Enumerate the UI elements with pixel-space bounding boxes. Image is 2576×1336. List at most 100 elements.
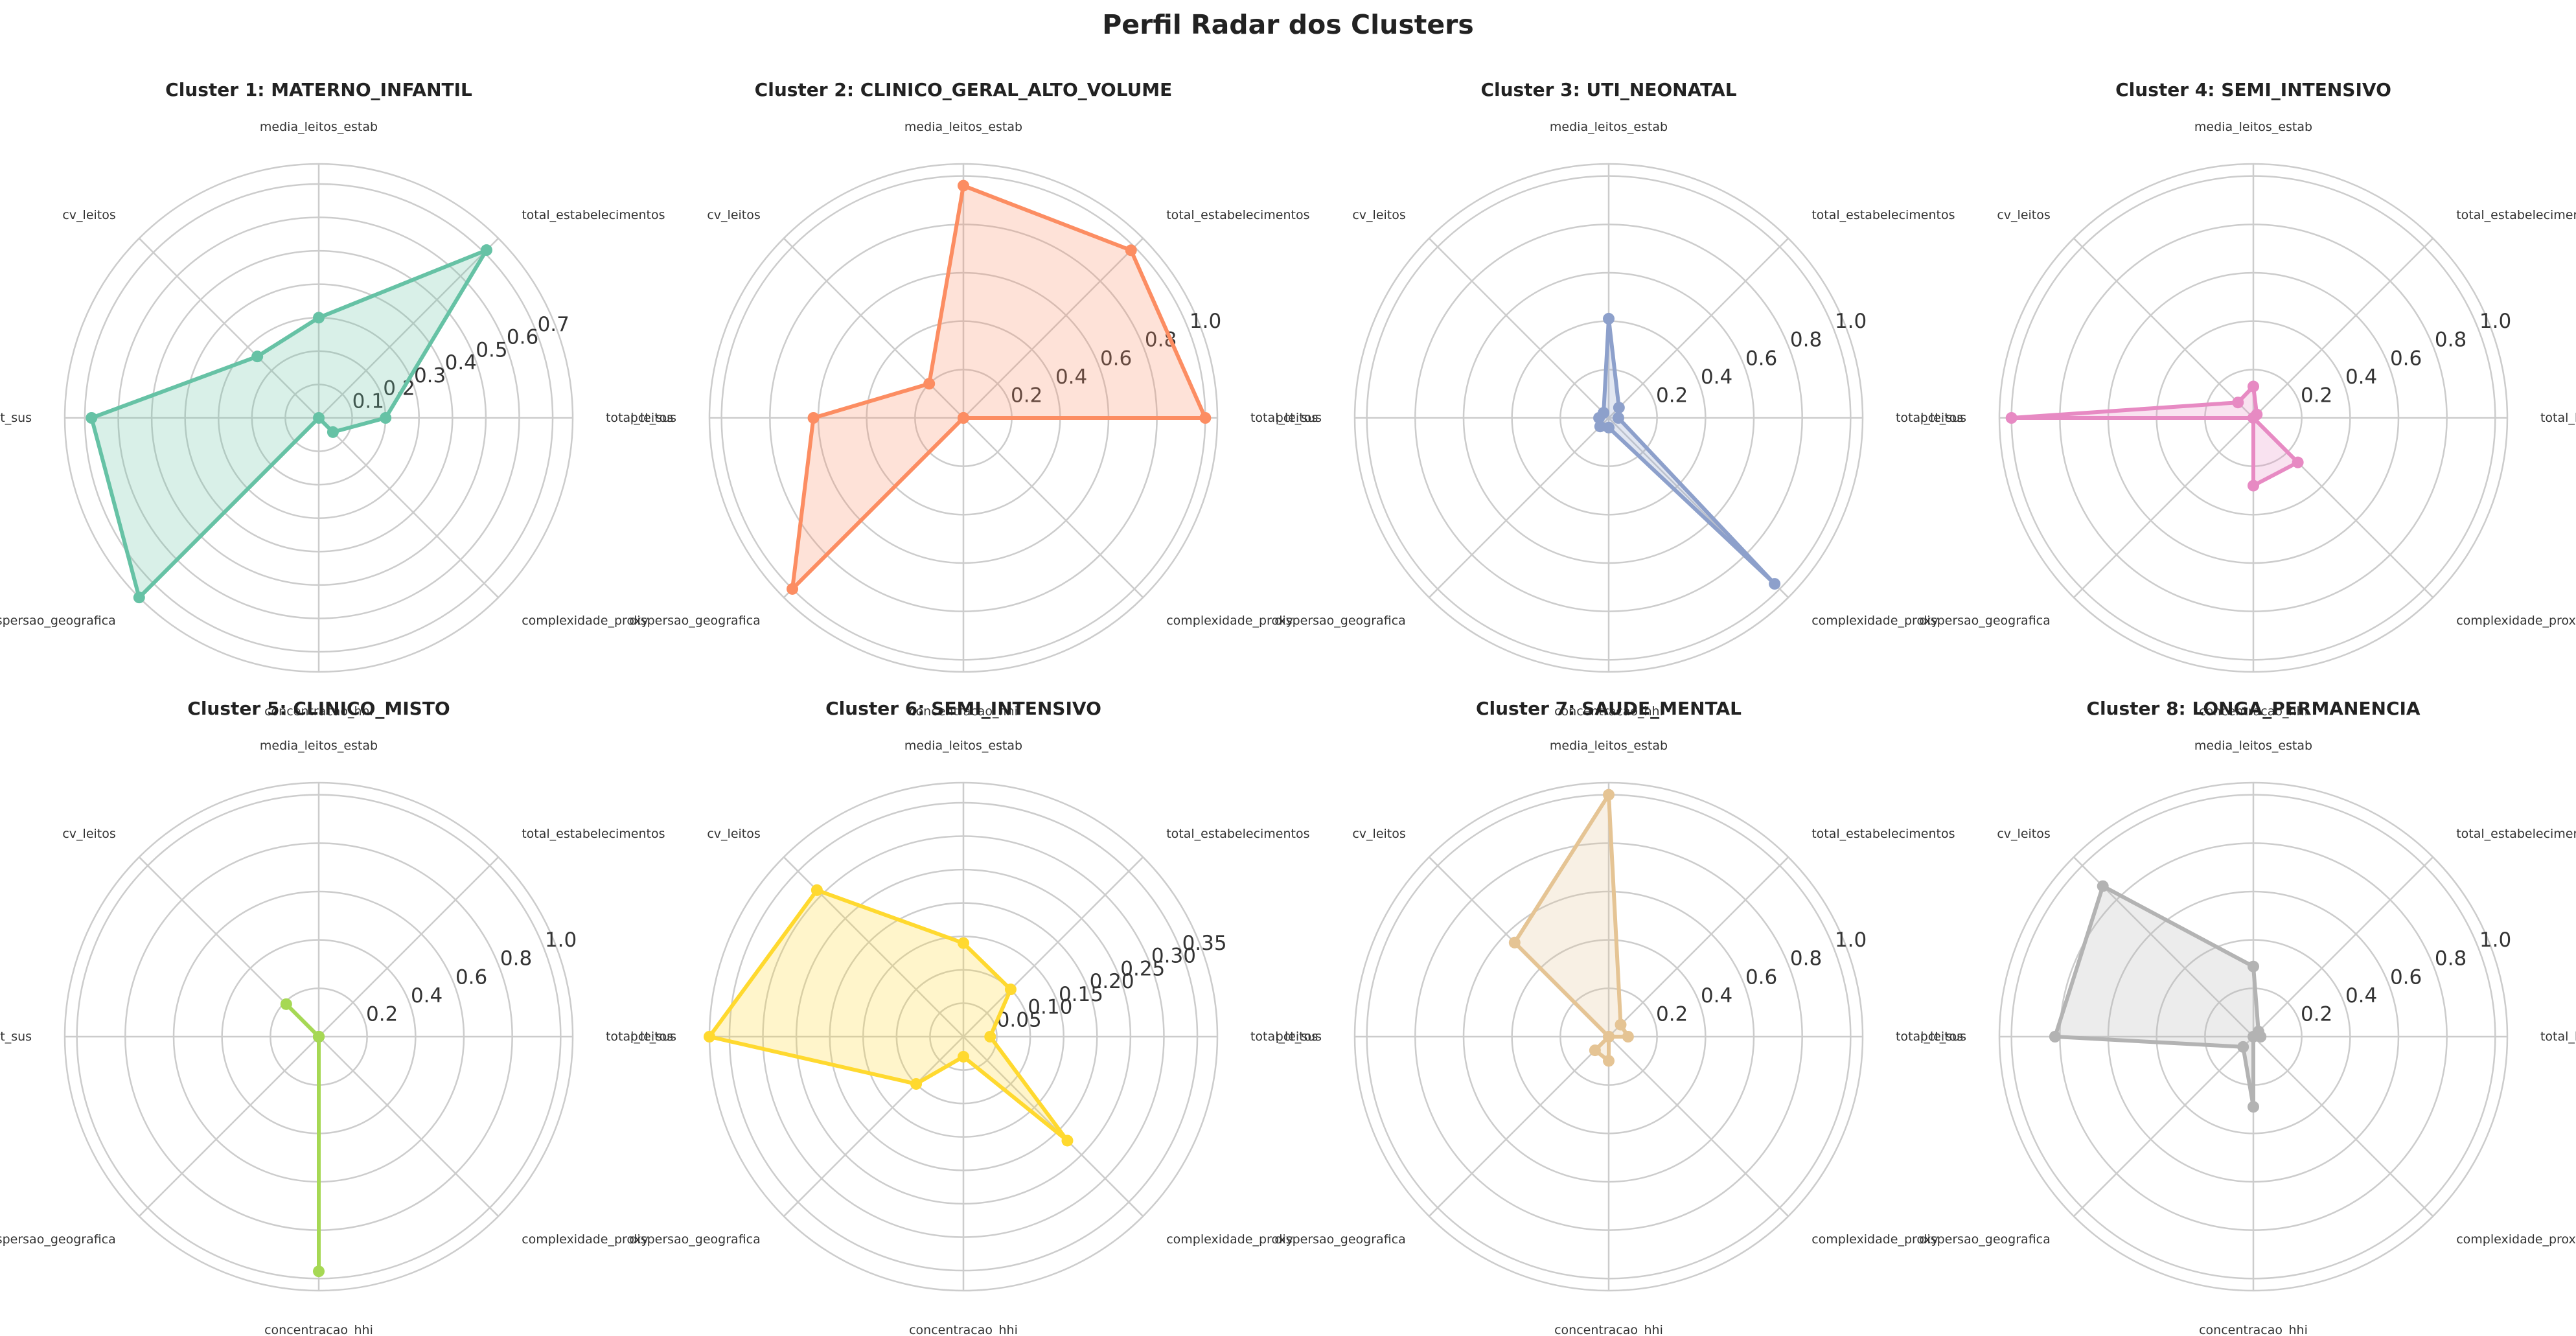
radial-tick-label: 0.20 bbox=[1090, 970, 1134, 993]
data-point-dispersao_geografica bbox=[787, 582, 799, 595]
radial-tick-label: 0.2 bbox=[1656, 1002, 1688, 1026]
grid-ring bbox=[1414, 224, 1803, 612]
axis-label-dispersao_geografica: dispersao_geografica bbox=[0, 1232, 116, 1247]
data-point-complexidade_proxy bbox=[313, 1031, 325, 1042]
series-area bbox=[284, 1002, 321, 1274]
axis-label-total_estabelecimentos: total_estabelecimentos bbox=[1811, 208, 1955, 222]
data-point-total_estabelecimentos bbox=[480, 244, 492, 257]
axis-label-dispersao_geografica: dispersao_geografica bbox=[629, 614, 760, 628]
grid-spoke bbox=[1428, 1036, 1609, 1217]
data-point-complexidade_proxy bbox=[1061, 1134, 1074, 1147]
data-point-total_leitos bbox=[1199, 412, 1212, 424]
axis-label-total_estabelecimentos: total_estabelecimentos bbox=[522, 208, 665, 222]
axis-label-cv_leitos: cv_leitos bbox=[1997, 827, 2050, 841]
axis-label-total_estabelecimentos: total_estabelecimentos bbox=[522, 827, 665, 841]
data-point-concentracao_hhi bbox=[2248, 479, 2259, 492]
data-point-total_estabelecimentos bbox=[1613, 402, 1625, 414]
series-area bbox=[790, 183, 1208, 591]
radial-tick-label: 0.3 bbox=[414, 364, 446, 387]
axis-label-total_leitos: total_leitos bbox=[606, 411, 673, 425]
data-point-total_leitos bbox=[1622, 1031, 1634, 1042]
grid-spoke bbox=[1608, 237, 1789, 419]
grid-spoke bbox=[1428, 417, 1609, 599]
axis-label-dispersao_geografica: dispersao_geografica bbox=[1274, 1232, 1405, 1247]
axis-label-total_estabelecimentos: total_estabelecimentos bbox=[2456, 827, 2576, 841]
radial-tick-label: 0.6 bbox=[507, 326, 538, 349]
data-point-total_estabelecimentos bbox=[1615, 1019, 1627, 1031]
axis-label-cv_leitos: cv_leitos bbox=[62, 827, 115, 841]
grid-ring bbox=[76, 794, 562, 1280]
axis-label-total_leitos: total_leitos bbox=[1250, 411, 1318, 425]
radial-tick-label: 0.6 bbox=[1745, 965, 1777, 989]
grid-spoke bbox=[318, 417, 500, 599]
axis-label-concentracao_hhi: concentracao_hhi bbox=[1554, 1323, 1663, 1336]
grid-spoke bbox=[2253, 1036, 2434, 1217]
data-point-complexidade_proxy bbox=[958, 412, 969, 424]
data-point-concentracao_hhi bbox=[958, 1050, 969, 1063]
data-point-dispersao_geografica bbox=[2248, 412, 2259, 424]
grid-ring bbox=[284, 384, 353, 452]
data-point-media_leitos_estab bbox=[958, 179, 969, 192]
grid-spoke bbox=[138, 1036, 319, 1217]
radar-panel-6: Cluster 6: SEMI_INTENSIVO0.050.100.150.2… bbox=[629, 698, 1318, 1336]
radar-panel-8: Cluster 8: LONGA_PERMANENCIA 0.2 0.4 0.6 0.8… bbox=[1919, 698, 2576, 1336]
data-point-media_leitos_estab bbox=[313, 312, 325, 324]
data-point-concentracao_hhi bbox=[1603, 1055, 1615, 1067]
axis-label-total_estabelecimentos: total_estabelecimentos bbox=[1811, 827, 1955, 841]
radial-tick-label: 0.8 bbox=[2435, 947, 2467, 971]
grid-spoke bbox=[2073, 1036, 2254, 1217]
grid-spoke bbox=[963, 237, 1144, 419]
radial-tick-label: 0.15 bbox=[1059, 983, 1103, 1006]
axis-label-total_estabelecimentos: total_estabelecimentos bbox=[1166, 208, 1309, 222]
grid-ring bbox=[184, 283, 454, 553]
grid-ring bbox=[929, 1002, 998, 1071]
grid-spoke bbox=[2253, 856, 2434, 1037]
axis-label-total_leitos: total_leitos bbox=[606, 1030, 673, 1044]
radial-tick-label: 0.25 bbox=[1120, 957, 1165, 980]
radial-tick-label: 1.0 bbox=[1190, 310, 1221, 333]
axis-label-concentracao_hhi: concentracao_hhi bbox=[909, 1323, 1018, 1336]
radial-tick-label: 1.0 bbox=[2479, 928, 2511, 952]
data-point-concentracao_hhi bbox=[2248, 1101, 2259, 1113]
data-point-cv_leitos bbox=[811, 884, 823, 896]
grid-ring bbox=[117, 216, 520, 619]
radial-tick-label: 0.4 bbox=[1055, 365, 1087, 389]
panel-title: Cluster 3: UTI_NEONATAL bbox=[1480, 79, 1736, 100]
axis-label-concentracao_hhi: concentracao_hhi bbox=[909, 704, 1018, 719]
grid-spoke bbox=[2073, 237, 2254, 419]
data-point-dispersao_geografica bbox=[2237, 1041, 2249, 1053]
data-point-complexidade_proxy bbox=[327, 426, 339, 438]
grid-spoke bbox=[318, 237, 500, 419]
grid-spoke bbox=[963, 856, 1144, 1037]
axis-label-cv_leitos: cv_leitos bbox=[707, 208, 760, 222]
radial-tick-label: 0.05 bbox=[997, 1008, 1042, 1031]
axis-label-total_leitos: total_leitos bbox=[1250, 1030, 1318, 1044]
data-point-concentracao_hhi bbox=[313, 1265, 325, 1278]
grid-ring bbox=[762, 835, 1165, 1238]
data-point-cv_leitos bbox=[2232, 397, 2244, 409]
grid-spoke bbox=[783, 237, 964, 419]
radial-tick-label: 0.2 bbox=[2301, 384, 2332, 407]
data-point-media_leitos_estab bbox=[2248, 960, 2259, 973]
axis-label-media_leitos_estab: media_leitos_estab bbox=[1550, 120, 1668, 134]
radial-tick-label: 0.8 bbox=[1790, 947, 1822, 971]
axis-label-dispersao_geografica: dispersao_geografica bbox=[1274, 614, 1405, 628]
radial-tick-label: 0.8 bbox=[500, 947, 532, 971]
axis-label-complexidade_proxy: complexidade_proxy bbox=[1811, 1232, 1938, 1247]
grid-spoke bbox=[2073, 417, 2254, 599]
axis-label-pct_sus: pct_sus bbox=[1276, 1030, 1322, 1044]
data-point-pct_sus bbox=[704, 1031, 715, 1042]
data-point-concentracao_hhi bbox=[1603, 421, 1615, 433]
axis-label-media_leitos_estab: media_leitos_estab bbox=[2194, 120, 2312, 134]
radar-panel-4: Cluster 4: SEMI_INTENSIVO 0.2 0.4 0.6 0.8 1.0… bbox=[1919, 79, 2576, 719]
grid-spoke bbox=[138, 237, 319, 419]
data-point-complexidade_proxy bbox=[1603, 1031, 1615, 1042]
radar-panel-7: Cluster 7: SAUDE_MENTAL 0.2 0.4 0.6 0.8 1.0 to… bbox=[1274, 698, 1963, 1336]
grid-ring bbox=[2010, 794, 2496, 1280]
radial-tick-label: 0.2 bbox=[1656, 384, 1688, 407]
figure-title: Perfil Radar dos Clusters bbox=[1102, 9, 1474, 40]
axis-label-media_leitos_estab: media_leitos_estab bbox=[904, 739, 1022, 753]
axis-label-total_estabelecimentos: total_estabelecimentos bbox=[2456, 208, 2576, 222]
axis-label-dispersao_geografica: dispersao_geografica bbox=[0, 614, 116, 628]
radial-tick-label: 0.1 bbox=[352, 389, 384, 413]
